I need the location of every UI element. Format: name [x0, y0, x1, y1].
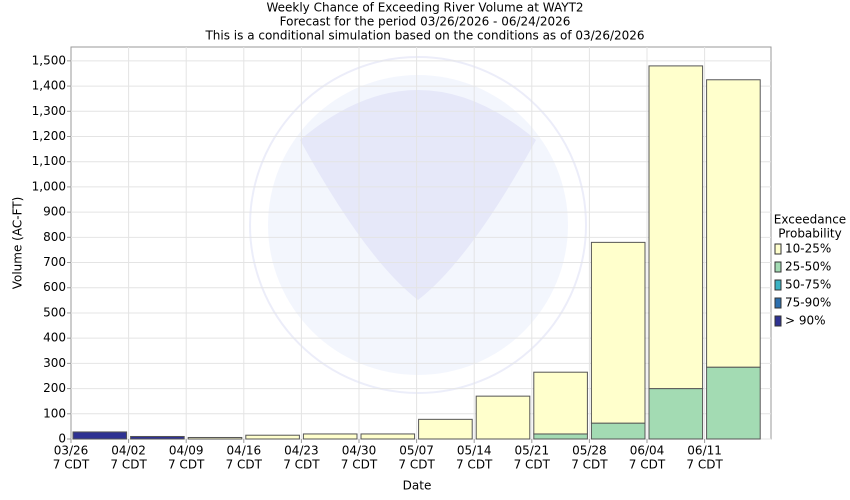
legend-title: Exceedance: [774, 213, 846, 227]
x-tick-label: 05/14: [457, 444, 492, 458]
y-tick-label: 100: [43, 406, 66, 420]
chart-title: Weekly Chance of Exceeding River Volume …: [266, 1, 583, 15]
y-tick-label: 400: [43, 331, 66, 345]
bar: [245, 434, 300, 440]
x-tick-label: 05/28: [572, 444, 607, 458]
bar: [475, 395, 531, 440]
bar: [130, 435, 185, 440]
y-tick-label: 1,400: [32, 79, 66, 93]
bar: [706, 366, 761, 440]
y-tick-label: 300: [43, 356, 66, 370]
watermark: [249, 56, 587, 394]
legend-swatch: [774, 261, 782, 273]
x-axis-label: Date: [403, 479, 432, 493]
legend-label: 75-90%: [785, 296, 831, 310]
legend-label: > 90%: [785, 314, 826, 328]
x-tick-label: 04/16: [227, 444, 262, 458]
x-tick-label: 7 CDT: [456, 458, 493, 472]
bar: [187, 436, 243, 440]
bar: [648, 388, 704, 440]
bar: [648, 65, 704, 390]
y-tick-label: 1,100: [32, 154, 66, 168]
x-tick-label: 04/30: [342, 444, 377, 458]
legend-label: 50-75%: [785, 278, 831, 292]
y-tick-label: 1,300: [32, 104, 66, 118]
x-tick-label: 7 CDT: [53, 458, 90, 472]
y-tick-label: 1,000: [32, 179, 66, 193]
bar: [533, 371, 588, 435]
x-tick-label: 7 CDT: [110, 458, 147, 472]
x-tick-label: 05/21: [515, 444, 550, 458]
y-tick-label: 500: [43, 305, 66, 319]
x-tick-label: 06/04: [630, 444, 665, 458]
y-tick-label: 200: [43, 381, 66, 395]
legend-swatch: [774, 279, 782, 291]
x-tick-label: 7 CDT: [226, 458, 263, 472]
bar: [418, 418, 473, 440]
legend-swatch: [774, 243, 782, 255]
legend-title: Probability: [778, 227, 841, 241]
x-tick-label: 7 CDT: [686, 458, 723, 472]
legend-swatch: [774, 297, 782, 309]
bar: [590, 422, 646, 440]
y-tick-label: 800: [43, 230, 66, 244]
legend-label: 10-25%: [785, 242, 831, 256]
x-tick-label: 7 CDT: [398, 458, 435, 472]
y-tick-label: 1,200: [32, 129, 66, 143]
y-axis-label: Volume (AC-FT): [11, 197, 25, 290]
y-tick-label: 1,500: [32, 53, 66, 67]
chart-title: Forecast for the period 03/26/2026 - 06/…: [280, 15, 571, 29]
x-tick-label: 7 CDT: [341, 458, 378, 472]
y-tick-label: 0: [58, 432, 66, 446]
x-tick-label: 7 CDT: [283, 458, 320, 472]
x-tick-label: 04/23: [284, 444, 319, 458]
x-tick-label: 7 CDT: [168, 458, 205, 472]
y-tick-label: 900: [43, 205, 66, 219]
bar: [302, 433, 358, 440]
x-tick-label: 04/02: [111, 444, 146, 458]
x-tick-label: 05/07: [399, 444, 434, 458]
legend-label: 25-50%: [785, 260, 831, 274]
x-tick-label: 7 CDT: [629, 458, 666, 472]
bar: [533, 433, 588, 440]
bar: [706, 79, 761, 368]
y-tick-label: 600: [43, 280, 66, 294]
bar: [72, 431, 128, 440]
x-tick-label: 04/09: [169, 444, 204, 458]
bar: [360, 433, 416, 440]
x-tick-label: 7 CDT: [571, 458, 608, 472]
x-tick-label: 7 CDT: [514, 458, 551, 472]
x-tick-label: 03/26: [54, 444, 89, 458]
bar: [590, 241, 646, 424]
x-tick-label: 06/11: [687, 444, 722, 458]
legend-swatch: [774, 315, 782, 327]
y-tick-label: 700: [43, 255, 66, 269]
chart-title: This is a conditional simulation based o…: [204, 29, 644, 43]
